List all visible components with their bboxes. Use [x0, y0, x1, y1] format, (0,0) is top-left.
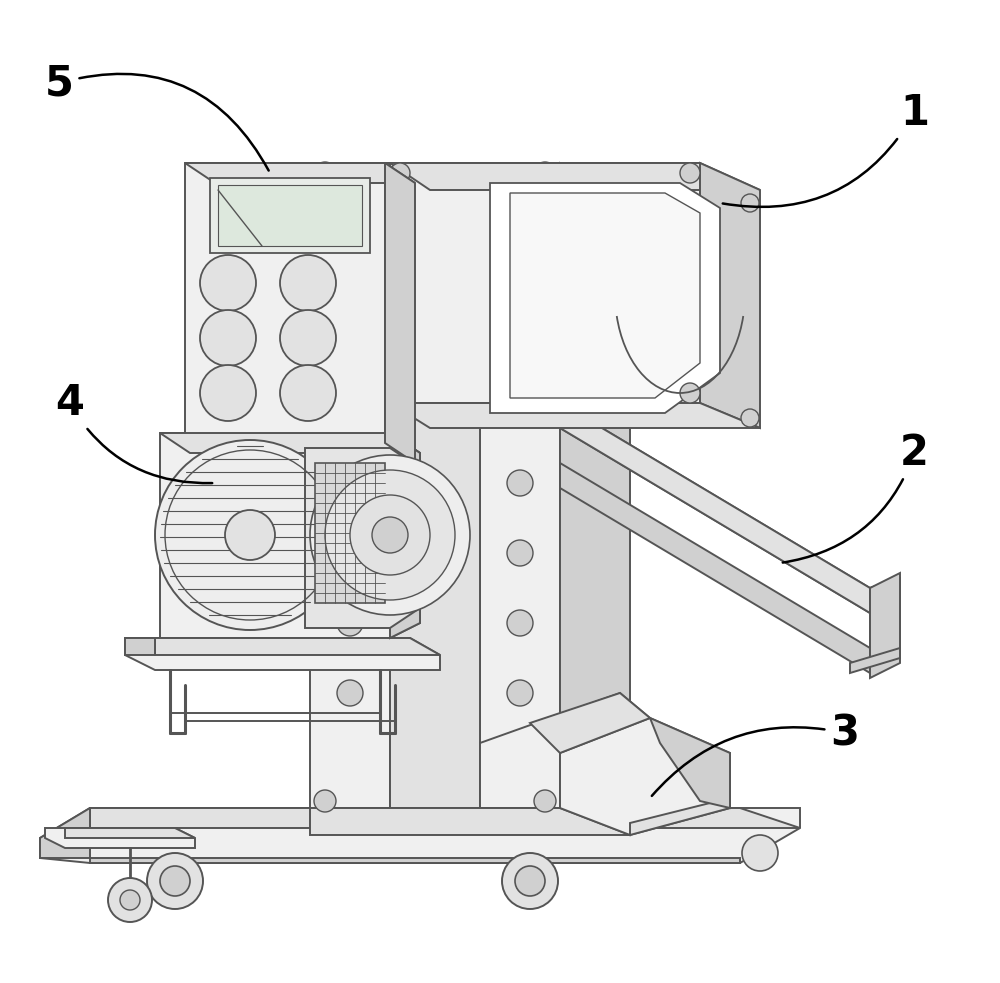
Polygon shape — [630, 798, 730, 835]
Circle shape — [680, 163, 700, 183]
Polygon shape — [510, 193, 700, 398]
Polygon shape — [125, 638, 155, 655]
Polygon shape — [560, 463, 870, 673]
Polygon shape — [700, 163, 760, 428]
Polygon shape — [65, 828, 195, 838]
Circle shape — [200, 310, 256, 366]
Polygon shape — [390, 163, 480, 808]
Circle shape — [742, 835, 778, 871]
Polygon shape — [310, 808, 630, 835]
Circle shape — [337, 680, 363, 706]
Polygon shape — [90, 808, 800, 828]
Circle shape — [108, 878, 152, 922]
Text: 2: 2 — [783, 432, 929, 562]
Circle shape — [741, 194, 759, 212]
Polygon shape — [305, 448, 420, 628]
Polygon shape — [870, 598, 900, 673]
Circle shape — [507, 610, 533, 636]
Text: 4: 4 — [55, 382, 212, 484]
Circle shape — [155, 440, 345, 630]
Polygon shape — [45, 828, 195, 848]
Polygon shape — [390, 163, 760, 190]
Circle shape — [200, 255, 256, 311]
Circle shape — [337, 260, 363, 286]
Polygon shape — [560, 718, 730, 835]
Circle shape — [741, 409, 759, 427]
Circle shape — [314, 790, 336, 812]
Circle shape — [606, 809, 624, 827]
Circle shape — [507, 540, 533, 566]
Bar — [315, 463, 385, 603]
Circle shape — [337, 330, 363, 356]
Circle shape — [507, 260, 533, 286]
Circle shape — [310, 455, 470, 615]
Polygon shape — [160, 433, 420, 638]
Circle shape — [225, 510, 275, 560]
Polygon shape — [560, 163, 630, 835]
Circle shape — [337, 400, 363, 426]
Polygon shape — [40, 808, 90, 858]
Circle shape — [337, 610, 363, 636]
Circle shape — [515, 866, 545, 896]
Circle shape — [534, 790, 556, 812]
Polygon shape — [160, 433, 420, 453]
Polygon shape — [385, 163, 415, 463]
Polygon shape — [870, 578, 900, 613]
Polygon shape — [310, 163, 630, 188]
Polygon shape — [850, 648, 900, 673]
Polygon shape — [310, 163, 390, 808]
Text: 3: 3 — [652, 712, 859, 796]
Circle shape — [680, 383, 700, 403]
Bar — [218, 185, 362, 246]
Polygon shape — [185, 163, 385, 443]
Polygon shape — [480, 163, 560, 808]
Circle shape — [390, 163, 410, 183]
Circle shape — [507, 330, 533, 356]
Circle shape — [507, 680, 533, 706]
Circle shape — [390, 383, 410, 403]
Circle shape — [200, 365, 256, 421]
Circle shape — [325, 470, 455, 600]
Polygon shape — [390, 433, 420, 638]
Circle shape — [147, 853, 203, 909]
Circle shape — [606, 169, 624, 187]
Circle shape — [507, 470, 533, 496]
Polygon shape — [650, 718, 730, 808]
Circle shape — [534, 162, 556, 184]
Polygon shape — [155, 638, 440, 655]
Polygon shape — [390, 163, 700, 403]
Polygon shape — [870, 573, 900, 678]
Text: 1: 1 — [723, 92, 929, 206]
Circle shape — [337, 470, 363, 496]
Polygon shape — [530, 693, 650, 753]
Circle shape — [314, 162, 336, 184]
Polygon shape — [560, 403, 870, 613]
Polygon shape — [390, 403, 760, 428]
Circle shape — [120, 890, 140, 910]
Polygon shape — [185, 163, 415, 183]
Circle shape — [337, 540, 363, 566]
Circle shape — [280, 310, 336, 366]
Circle shape — [502, 853, 558, 909]
Circle shape — [372, 517, 408, 553]
Polygon shape — [480, 693, 650, 808]
Polygon shape — [490, 183, 720, 413]
Polygon shape — [125, 638, 440, 670]
Circle shape — [350, 495, 430, 575]
Polygon shape — [40, 808, 800, 863]
Circle shape — [160, 866, 190, 896]
Circle shape — [280, 365, 336, 421]
Bar — [210, 178, 370, 253]
Text: 5: 5 — [45, 62, 269, 171]
Polygon shape — [90, 858, 740, 863]
Circle shape — [507, 400, 533, 426]
Polygon shape — [560, 403, 900, 613]
Circle shape — [280, 255, 336, 311]
